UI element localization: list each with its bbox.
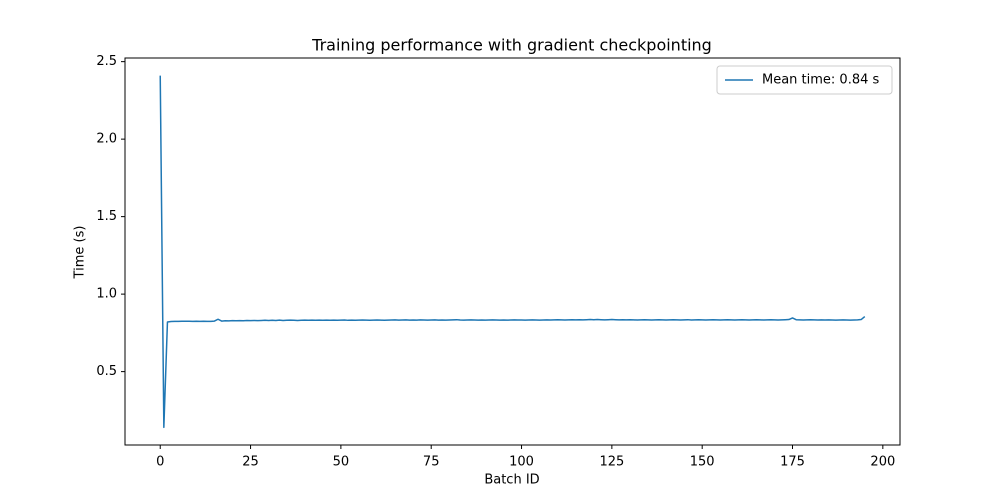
- y-tick-label: 2.5: [96, 54, 117, 69]
- x-tick-label: 150: [690, 455, 715, 470]
- legend-label: Mean time: 0.84 s: [762, 73, 880, 88]
- data-line: [159, 75, 866, 429]
- x-tick-label: 0: [156, 455, 164, 470]
- chart-title: Training performance with gradient check…: [311, 36, 712, 55]
- x-tick-label: 175: [780, 455, 805, 470]
- y-tick-label: 2.0: [96, 132, 117, 147]
- x-tick-label: 125: [599, 455, 624, 470]
- y-axis-label: Time (s): [73, 226, 88, 280]
- x-tick-label: 100: [509, 455, 534, 470]
- x-tick-label: 75: [423, 455, 440, 470]
- y-tick-label: 1.5: [96, 209, 117, 224]
- x-tick-label: 50: [333, 455, 350, 470]
- x-tick-label: 25: [242, 455, 259, 470]
- y-tick-label: 0.5: [96, 364, 117, 379]
- x-tick-label: 200: [870, 455, 895, 470]
- x-axis-label: Batch ID: [484, 473, 539, 488]
- legend-box: [716, 65, 893, 95]
- axes-frame: [124, 57, 901, 446]
- y-tick-label: 1.0: [96, 287, 117, 302]
